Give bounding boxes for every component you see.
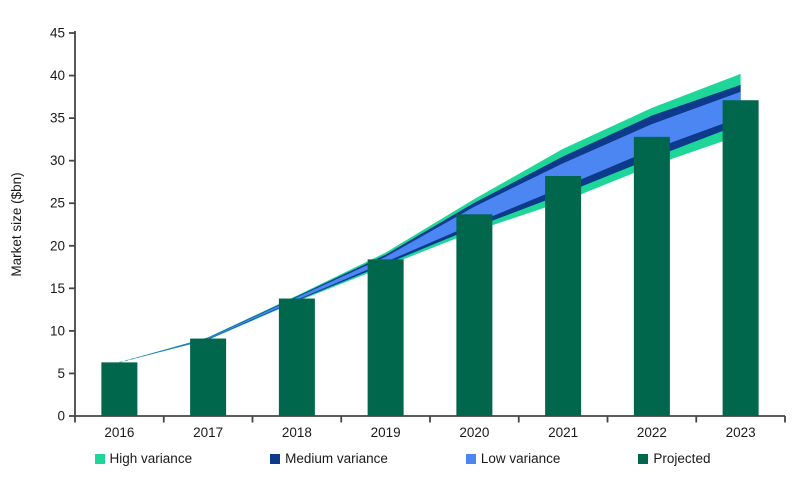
- fan-chart-canvas: 0 5 10 15 20 25 30 35 40 45 2016 2017 2018 2019 2020 20…: [9, 26, 786, 440]
- y-axis-title: Market size ($bn): [9, 172, 24, 276]
- y-tick-label: 30: [50, 153, 65, 168]
- bar-2016: [101, 362, 138, 416]
- legend-swatch-low-variance-icon: [465, 453, 476, 464]
- legend-swatch-projected-icon: [638, 453, 649, 464]
- band-high-variance: [119, 73, 741, 363]
- y-tick-label: 10: [50, 323, 65, 338]
- y-tick-label: 25: [50, 196, 65, 211]
- y-tick-label: 15: [50, 281, 65, 296]
- x-tick-label: 2019: [371, 425, 401, 440]
- y-tick-label: 5: [57, 366, 65, 381]
- legend-swatch-high-variance-icon: [94, 453, 105, 464]
- legend-label-medium-variance: Medium variance: [285, 451, 388, 466]
- legend-item-projected: Projected: [638, 451, 710, 466]
- legend-item-medium-variance: Medium variance: [270, 451, 388, 466]
- legend-swatch-medium-variance-icon: [270, 453, 281, 464]
- x-tick-label: 2020: [459, 425, 489, 440]
- x-tick-label: 2022: [637, 425, 667, 440]
- bar-2020: [456, 214, 493, 416]
- y-tick-label: 35: [50, 111, 65, 126]
- bar-2019: [367, 259, 404, 416]
- x-tick-label: 2017: [193, 425, 223, 440]
- y-tick-label: 45: [50, 26, 65, 41]
- bar-2017: [190, 338, 227, 416]
- legend-item-low-variance: Low variance: [465, 451, 561, 466]
- x-tick-label: 2018: [282, 425, 312, 440]
- y-tick-label: 40: [50, 68, 65, 83]
- bar-2023: [722, 100, 759, 416]
- bar-2021: [545, 175, 582, 416]
- x-tick-label: 2023: [726, 425, 756, 440]
- chart-legend: High variance Medium variance Low varian…: [0, 451, 805, 466]
- y-tick-label: 20: [50, 238, 65, 253]
- band-low-variance: [119, 91, 741, 363]
- bar-2022: [633, 136, 670, 416]
- x-tick-label: 2021: [548, 425, 578, 440]
- legend-item-high-variance: High variance: [94, 451, 193, 466]
- legend-label-low-variance: Low variance: [480, 451, 561, 466]
- legend-label-high-variance: High variance: [109, 451, 193, 466]
- y-tick-label: 0: [57, 409, 65, 424]
- x-tick-label: 2016: [104, 425, 134, 440]
- bar-2018: [278, 298, 315, 416]
- legend-label-projected: Projected: [653, 451, 711, 466]
